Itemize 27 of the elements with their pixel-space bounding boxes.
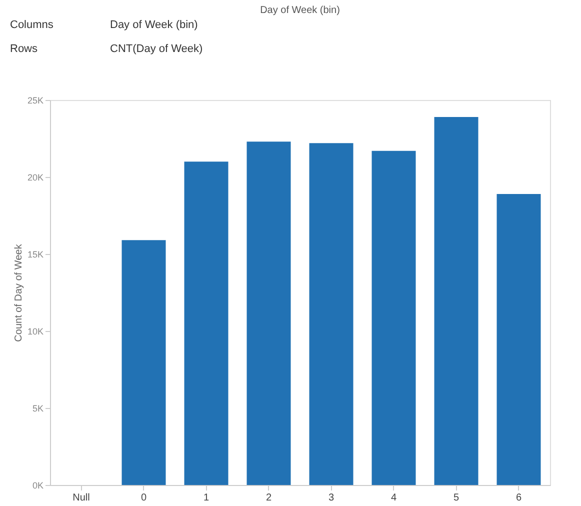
bar: [434, 116, 478, 485]
bar: [496, 194, 541, 485]
y-tick-label: 5K: [32, 404, 44, 414]
y-tick-label: 25K: [27, 96, 44, 106]
y-axis-title: Count of Day of Week: [13, 243, 24, 342]
x-tick-label: Null: [72, 492, 90, 504]
bar: [122, 240, 166, 485]
text: Columns: [10, 19, 54, 31]
y-tick-label: 20K: [27, 172, 44, 182]
x-tick-label: 5: [453, 492, 460, 504]
bar: [246, 142, 291, 485]
x-tick-label: 0: [140, 492, 147, 504]
x-tick-label: 6: [516, 492, 522, 504]
text: Rows: [10, 43, 38, 55]
x-tick-label: 1: [203, 492, 210, 504]
chart-title: Day of Week (bin): [260, 5, 340, 16]
x-tick-label: 2: [266, 492, 272, 504]
text: Day of Week (bin): [110, 19, 198, 31]
bar: [309, 143, 354, 485]
bar: [184, 162, 228, 485]
x-tick-label: 3: [328, 492, 334, 504]
text: CNT(Day of Week): [110, 43, 203, 55]
y-tick-label: 0K: [32, 480, 44, 490]
y-tick-label: 15K: [27, 250, 44, 260]
bar: [372, 150, 416, 485]
y-tick-label: 10K: [27, 326, 44, 336]
x-tick-label: 4: [390, 492, 397, 504]
